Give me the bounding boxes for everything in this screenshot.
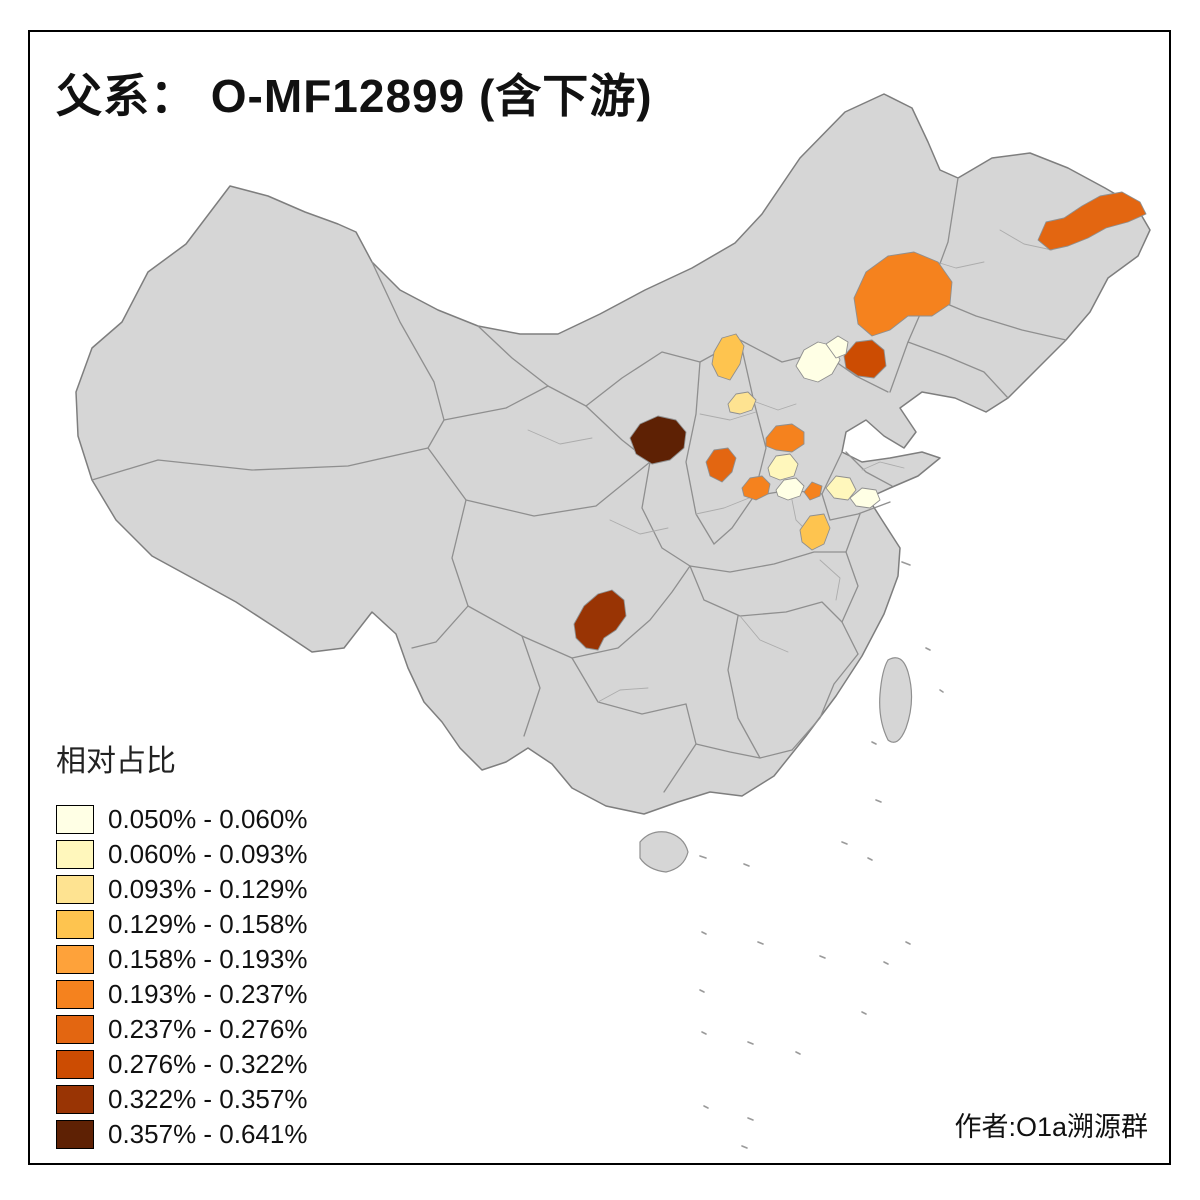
map-region-beijing-west bbox=[795, 341, 841, 383]
taiwan-island bbox=[879, 657, 913, 743]
figure-title: 父系： O-MF12899 (含下游) bbox=[56, 70, 653, 122]
map-region-liaoning-central bbox=[843, 339, 887, 379]
map-region-hebei-south bbox=[765, 423, 805, 453]
legend-swatch bbox=[56, 840, 94, 869]
legend-row: 0.093% - 0.129% bbox=[56, 872, 307, 907]
legend-row: 0.322% - 0.357% bbox=[56, 1082, 307, 1117]
legend-row: 0.193% - 0.237% bbox=[56, 977, 307, 1012]
legend-swatch bbox=[56, 1085, 94, 1114]
map-region-shandong-henan-border bbox=[803, 481, 823, 501]
map-region-henan-east bbox=[775, 477, 805, 501]
legend-row: 0.357% - 0.641% bbox=[56, 1117, 307, 1152]
map-region-henan-north bbox=[767, 453, 799, 481]
hainan-island bbox=[639, 831, 689, 873]
map-region-beijing-northeast bbox=[825, 335, 849, 359]
legend-swatch bbox=[56, 1120, 94, 1149]
legend-swatch bbox=[56, 805, 94, 834]
map-region-ne-heilongjiang-strip bbox=[1037, 191, 1147, 251]
map-region-henan-central-west bbox=[741, 475, 771, 501]
map-region-shaanxi-shanxi-border-dark bbox=[629, 415, 687, 465]
map-region-east-inner-mongolia bbox=[853, 251, 953, 337]
legend-swatch bbox=[56, 1050, 94, 1079]
legend-class-label: 0.237% - 0.276% bbox=[108, 1014, 308, 1044]
legend-class-label: 0.093% - 0.129% bbox=[108, 874, 308, 904]
legend-row: 0.237% - 0.276% bbox=[56, 1012, 307, 1047]
legend-swatch bbox=[56, 980, 94, 1009]
legend-swatch bbox=[56, 1015, 94, 1044]
attribution: 作者:O1a溯源群 bbox=[954, 1112, 1148, 1142]
legend-class-label: 0.322% - 0.357% bbox=[108, 1084, 308, 1114]
legend-row: 0.129% - 0.158% bbox=[56, 907, 307, 942]
legend-swatch bbox=[56, 875, 94, 904]
map-region-henan-south bbox=[799, 513, 831, 551]
islands bbox=[639, 561, 944, 1149]
legend-class-label: 0.129% - 0.158% bbox=[108, 909, 308, 939]
legend-class-label: 0.357% - 0.641% bbox=[108, 1119, 308, 1149]
legend-row: 0.276% - 0.322% bbox=[56, 1047, 307, 1082]
legend-class-label: 0.193% - 0.237% bbox=[108, 979, 308, 1009]
map-region-shandong-south bbox=[825, 475, 857, 501]
legend-class-label: 0.276% - 0.322% bbox=[108, 1049, 308, 1079]
legend-class-label: 0.060% - 0.093% bbox=[108, 839, 308, 869]
highlighted-regions bbox=[573, 191, 1147, 651]
legend-class-label: 0.050% - 0.060% bbox=[108, 804, 308, 834]
map-region-shanxi-north bbox=[711, 333, 745, 381]
province-boundaries bbox=[91, 177, 1067, 793]
legend-class-label: 0.158% - 0.193% bbox=[108, 944, 308, 974]
map-region-shanxi-central bbox=[727, 391, 757, 415]
legend: 相对占比 0.050% - 0.060% 0.060% - 0.093% 0.093… bbox=[56, 736, 307, 1152]
map-region-sichuan-south bbox=[573, 589, 627, 651]
legend-row: 0.158% - 0.193% bbox=[56, 942, 307, 977]
map-region-shanxi-south bbox=[705, 447, 737, 483]
legend-row: 0.050% - 0.060% bbox=[56, 802, 307, 837]
legend-swatch bbox=[56, 910, 94, 939]
south-china-sea-islets bbox=[699, 561, 944, 1149]
legend-swatch bbox=[56, 945, 94, 974]
legend-row: 0.060% - 0.093% bbox=[56, 837, 307, 872]
legend-title: 相对占比 bbox=[56, 745, 176, 778]
legend-rows: 0.050% - 0.060% 0.060% - 0.093% 0.093% - 0… bbox=[56, 802, 307, 1152]
map-region-jiangsu-north bbox=[849, 487, 881, 509]
